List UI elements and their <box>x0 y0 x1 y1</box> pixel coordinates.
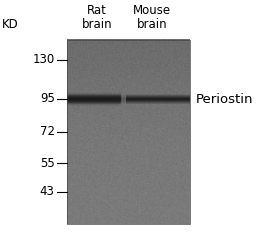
Text: Rat
brain: Rat brain <box>82 4 112 31</box>
Text: Mouse
brain: Mouse brain <box>133 4 171 31</box>
Text: 95: 95 <box>40 92 55 105</box>
Text: 130: 130 <box>33 53 55 66</box>
Text: 72: 72 <box>40 125 55 138</box>
Text: 55: 55 <box>40 157 55 170</box>
Bar <box>67 40 190 224</box>
Text: Periostin: Periostin <box>195 93 253 106</box>
Text: KD: KD <box>2 17 19 31</box>
Text: 43: 43 <box>40 185 55 199</box>
